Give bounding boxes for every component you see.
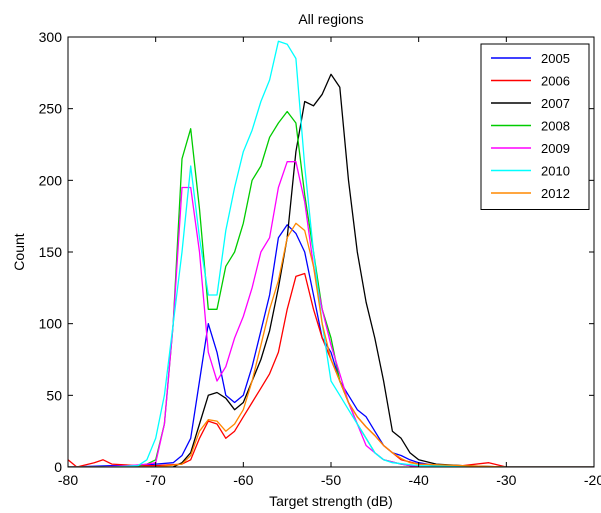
y-tick-label: 300 bbox=[39, 29, 63, 45]
legend-label-2008: 2008 bbox=[541, 119, 570, 134]
y-tick-label: 50 bbox=[46, 387, 62, 403]
y-tick-label: 150 bbox=[39, 244, 63, 260]
series-line-2010 bbox=[68, 40, 594, 467]
y-tick-label: 200 bbox=[39, 172, 63, 188]
legend-label-2005: 2005 bbox=[541, 51, 570, 66]
chart-title: All regions bbox=[298, 11, 363, 27]
x-tick-label: -70 bbox=[146, 472, 166, 488]
legend-box bbox=[480, 43, 590, 210]
x-tick-label: -40 bbox=[409, 472, 429, 488]
x-tick-label: -60 bbox=[233, 472, 253, 488]
legend-label-2010: 2010 bbox=[541, 164, 570, 179]
y-axis-title: Count bbox=[11, 233, 27, 270]
x-tick-label: -80 bbox=[58, 472, 78, 488]
legend-label-2009: 2009 bbox=[541, 141, 570, 156]
y-tick-label: 100 bbox=[39, 316, 63, 332]
y-tick-label: 0 bbox=[54, 459, 62, 475]
series-line-2009 bbox=[68, 161, 594, 467]
tick-layer: -80 -70 -60 -50 -40 -30 -20 0 50 100 150 200 250 300 bbox=[39, 29, 601, 488]
legend-label-2007: 2007 bbox=[541, 96, 570, 111]
x-axis-title: Target strength (dB) bbox=[269, 493, 393, 509]
legend: 2005 2006 2007 2008 2009 2010 2012 bbox=[480, 43, 590, 210]
legend-label-2012: 2012 bbox=[541, 186, 570, 201]
y-tick-label: 250 bbox=[39, 101, 63, 117]
x-tick-label: -20 bbox=[584, 472, 601, 488]
series-line-2006 bbox=[68, 272, 594, 467]
series-layer bbox=[68, 40, 594, 467]
series-line-2007 bbox=[68, 73, 594, 467]
legend-label-2006: 2006 bbox=[541, 74, 570, 89]
x-tick-label: -30 bbox=[496, 472, 516, 488]
series-line-2005 bbox=[68, 224, 594, 467]
series-line-2012 bbox=[68, 222, 594, 467]
x-tick-label: -50 bbox=[321, 472, 341, 488]
